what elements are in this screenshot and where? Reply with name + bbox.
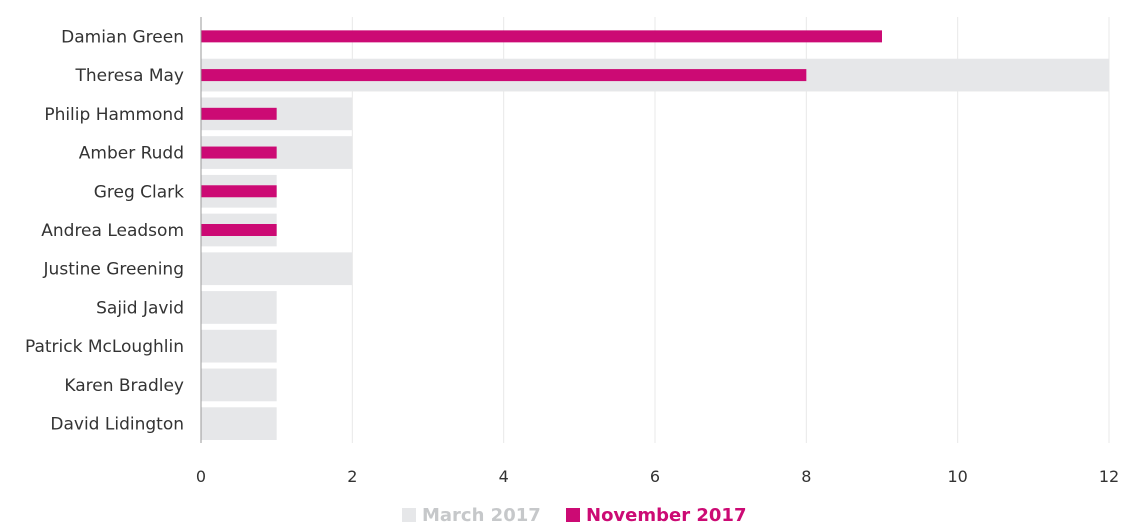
category-label: Theresa May [74, 66, 184, 86]
x-tick-labels: 0 2 4 6 8 10 12 [196, 467, 1119, 486]
bar-november-2017 [201, 224, 277, 236]
bar-march-2017 [201, 368, 277, 402]
bar-november-2017 [201, 146, 277, 159]
legend-swatch-november-2017 [566, 508, 580, 522]
x-tick-label: 6 [650, 467, 660, 486]
bar-november-2017 [201, 69, 807, 82]
x-tick-label: 2 [347, 467, 357, 486]
category-label: Amber Rudd [79, 144, 184, 164]
x-tick-label: 10 [947, 467, 967, 486]
x-tick-label: 12 [1099, 467, 1119, 486]
category-label: Patrick McLoughlin [25, 337, 184, 357]
legend-swatch-march-2017 [402, 508, 416, 522]
bar-november-2017 [201, 107, 277, 120]
bar-november-2017 [201, 185, 277, 198]
november-2017-bars [201, 30, 882, 236]
bar-march-2017 [201, 291, 277, 324]
bar-march-2017 [201, 252, 353, 286]
category-label: David Lidington [50, 415, 184, 435]
legend-label-november-2017: November 2017 [586, 505, 746, 525]
category-label: Andrea Leadsom [41, 221, 184, 241]
category-label: Sajid Javid [96, 298, 184, 318]
x-tick-label: 8 [801, 467, 811, 486]
category-label: Justine Greening [43, 260, 184, 280]
category-label: Damian Green [61, 27, 184, 47]
category-label: Greg Clark [94, 182, 184, 202]
category-label: Philip Hammond [44, 105, 184, 125]
legend-label-march-2017: March 2017 [422, 505, 541, 525]
x-tick-label: 4 [499, 467, 509, 486]
legend: March 2017 November 2017 [402, 505, 746, 525]
bar-november-2017 [201, 30, 882, 43]
bar-march-2017 [201, 407, 277, 440]
bar-march-2017 [201, 329, 277, 363]
category-label: Karen Bradley [64, 376, 184, 396]
category-labels: Damian Green Theresa May Philip Hammond Amb… [25, 27, 184, 434]
x-tick-label: 0 [196, 467, 206, 486]
